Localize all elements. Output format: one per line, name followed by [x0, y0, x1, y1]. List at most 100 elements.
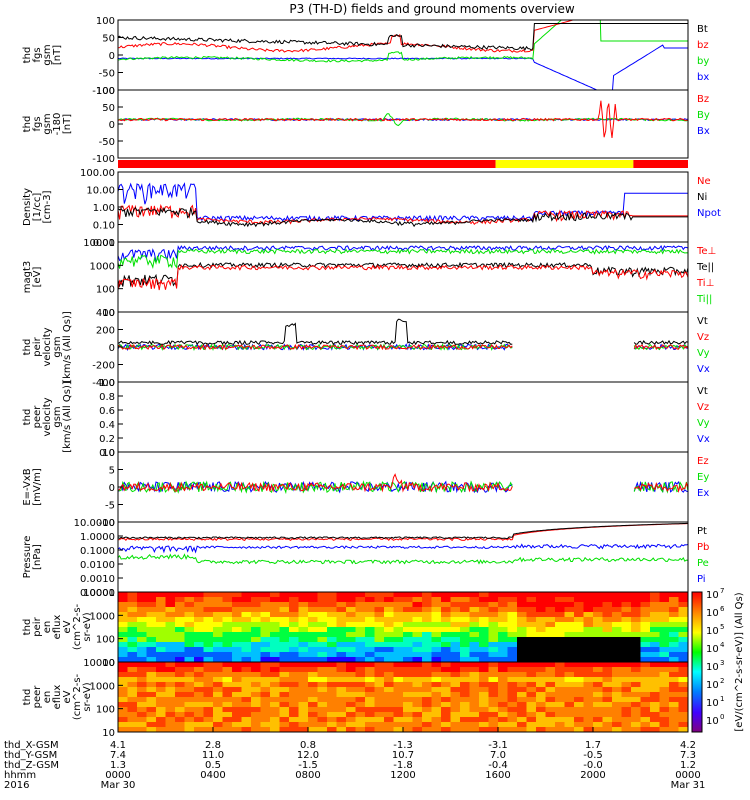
heatmap-cell: [260, 602, 271, 608]
heatmap-cell: [175, 597, 185, 603]
heatmap-cell: [260, 607, 271, 613]
heatmap-cell: [384, 667, 394, 673]
heatmap-cell: [612, 617, 622, 623]
heatmap-cell: [479, 672, 489, 678]
heatmap-cell: [156, 677, 166, 683]
heatmap-cell: [270, 642, 280, 648]
heatmap-cell: [450, 647, 461, 653]
y-tick-label: 10000: [83, 238, 115, 249]
x-row-label: thd_Y-GSM: [4, 750, 57, 761]
heatmap-cell: [175, 627, 185, 633]
heatmap-cell: [583, 672, 594, 678]
heatmap-cell: [232, 662, 242, 668]
heatmap-cell: [251, 702, 261, 708]
heatmap-cell: [251, 667, 261, 673]
heatmap-cell: [650, 692, 660, 698]
heatmap-cell: [260, 592, 271, 598]
heatmap-cell: [137, 607, 147, 613]
x-tick-label: 1.2: [680, 760, 696, 771]
heatmap-cell: [194, 702, 204, 708]
heatmap-cell: [365, 682, 375, 688]
x-tick-label: 7.4: [110, 750, 126, 761]
heatmap-cell: [412, 612, 423, 618]
heatmap-cell: [469, 607, 480, 613]
heatmap-cell: [574, 617, 584, 623]
heatmap-cell: [631, 617, 641, 623]
heatmap-cell: [555, 682, 565, 688]
heatmap-cell: [374, 612, 385, 618]
heatmap-cell: [574, 607, 584, 613]
heatmap-cell: [156, 717, 166, 723]
heatmap-cell: [298, 712, 309, 718]
heatmap-cell: [118, 637, 128, 643]
heatmap-cell: [564, 592, 575, 598]
heatmap-cell: [317, 622, 328, 628]
heatmap-cell: [650, 682, 660, 688]
heatmap-cell: [118, 727, 128, 732]
heatmap-cell: [251, 657, 261, 662]
heatmap-cell: [612, 712, 622, 718]
heatmap-cell: [184, 712, 195, 718]
heatmap-cell: [450, 652, 461, 658]
heatmap-cell: [251, 717, 261, 723]
ylabel-line: [mV/m]: [32, 468, 43, 506]
heatmap-cell: [127, 682, 138, 688]
heatmap-cell: [631, 712, 641, 718]
heatmap-cell: [450, 707, 461, 713]
y-tick-label: 10: [102, 308, 115, 319]
heatmap-cell: [583, 682, 594, 688]
heatmap-cell: [156, 652, 166, 658]
heatmap-cell: [479, 717, 489, 723]
heatmap-cell: [327, 597, 337, 603]
heatmap-cell: [583, 677, 594, 683]
heatmap-cell: [346, 617, 356, 623]
heatmap-cell: [498, 717, 508, 723]
heatmap-cell: [232, 607, 242, 613]
heatmap-cell: [146, 667, 157, 673]
heatmap-cell: [203, 652, 214, 658]
heatmap-cell: [146, 662, 157, 668]
heatmap-cell: [336, 727, 347, 732]
heatmap-cell: [403, 612, 413, 618]
heatmap-cell: [631, 632, 641, 638]
heatmap-cell: [146, 727, 157, 732]
heatmap-cell: [564, 722, 575, 728]
heatmap-cell: [279, 652, 290, 658]
ylabel-peir-eflux: thd peir en eflux eV (cm^2-s-sr-eV): [22, 603, 93, 650]
heatmap-cell: [289, 652, 299, 658]
heatmap-cell: [270, 682, 280, 688]
heatmap-cell: [659, 637, 670, 643]
heatmap-cell: [317, 612, 328, 618]
ylabel-line: [1/cc]: [32, 193, 43, 222]
heatmap-cell: [222, 627, 233, 633]
heatmap-cell: [507, 677, 518, 683]
heatmap-cell: [175, 602, 185, 608]
heatmap-cell: [213, 622, 223, 628]
heatmap-cell: [384, 627, 394, 633]
heatmap-cell: [678, 687, 688, 693]
heatmap-cell: [460, 642, 470, 648]
heatmap-cell: [156, 697, 166, 703]
y-tick-label: 5: [109, 466, 115, 477]
heatmap-cell: [127, 622, 138, 628]
heatmap-cell: [422, 597, 432, 603]
heatmap-cell: [422, 707, 432, 713]
heatmap-cell: [184, 647, 195, 653]
panel-frame: [117, 311, 689, 383]
series-pressure-0: [118, 553, 688, 565]
heatmap-cell: [640, 707, 651, 713]
heatmap-cell: [279, 602, 290, 608]
heatmap-cell: [336, 692, 347, 698]
heatmap-cell: [165, 667, 176, 673]
y-tick-label: 100: [96, 86, 115, 97]
heatmap-cell: [593, 692, 603, 698]
heatmap-cell: [336, 677, 347, 683]
heatmap-cell: [156, 592, 166, 598]
heatmap-cell: [678, 622, 688, 628]
heatmap-cell: [564, 617, 575, 623]
heatmap-cell: [184, 637, 195, 643]
heatmap-cell: [317, 702, 328, 708]
heatmap-cell: [213, 702, 223, 708]
